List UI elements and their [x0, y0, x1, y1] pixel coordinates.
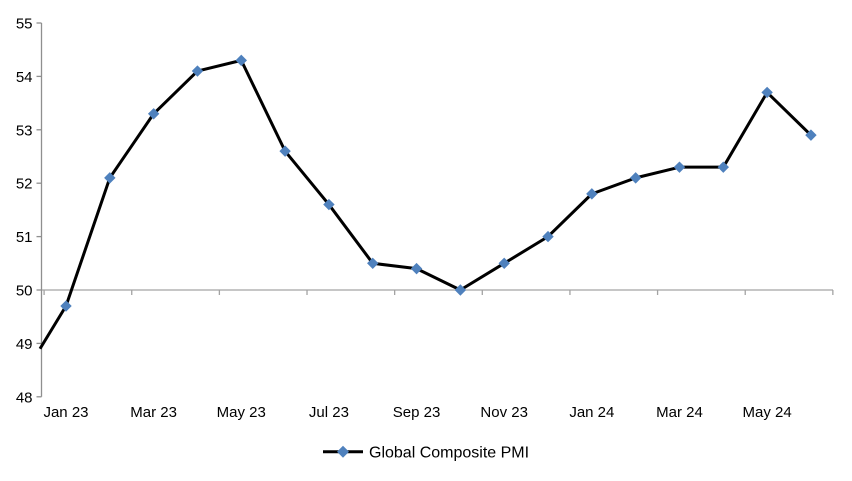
series-line: [38, 58, 812, 350]
data-point-marker: [104, 172, 116, 184]
data-point-marker: [147, 108, 160, 120]
data-point-marker: [235, 54, 247, 67]
y-tick-label: 55: [16, 16, 33, 33]
y-tick-label: 48: [16, 389, 33, 406]
x-tick-label: May 23: [217, 404, 266, 421]
plot-area: 48 49 50 51 52 53 54 55 Jan 23 Mar 23 May 23 Jul 23…: [16, 16, 834, 421]
data-point-marker: [673, 161, 686, 173]
data-point-marker: [542, 230, 554, 243]
x-tick-label: Nov 23: [480, 404, 528, 421]
data-point-marker: [805, 129, 817, 141]
data-point-marker: [323, 198, 335, 211]
data-point-marker: [410, 262, 423, 275]
y-tick-label: 52: [16, 176, 33, 193]
data-point-marker: [279, 145, 291, 157]
data-point-marker: [586, 188, 598, 200]
x-tick-label: Sep 23: [393, 404, 441, 421]
y-tick-label: 54: [16, 69, 33, 86]
y-tick-label: 53: [16, 122, 33, 139]
legend-series-label: Global Composite PMI: [369, 445, 529, 462]
x-tick-label: May 24: [743, 404, 792, 421]
data-point-marker: [191, 65, 204, 77]
legend-diamond-marker-icon: [337, 445, 349, 458]
x-tick-label: Jan 23: [43, 404, 88, 421]
legend: Global Composite PMI: [323, 445, 529, 462]
data-point-marker: [498, 257, 510, 270]
data-point-marker: [60, 300, 72, 312]
x-tick-label: Jan 24: [569, 404, 614, 421]
y-tick-label: 49: [16, 336, 33, 353]
data-point-marker: [629, 172, 642, 184]
x-tick-label: Mar 23: [130, 404, 177, 421]
data-point-marker: [454, 284, 467, 296]
x-tick-label: Jul 23: [309, 404, 349, 421]
y-tick-label: 51: [16, 229, 33, 246]
y-tick-label: 50: [16, 283, 33, 300]
x-tick-label: Mar 24: [656, 404, 703, 421]
data-point-marker: [717, 161, 730, 173]
data-point-marker: [761, 86, 773, 99]
data-point-marker: [367, 257, 379, 270]
